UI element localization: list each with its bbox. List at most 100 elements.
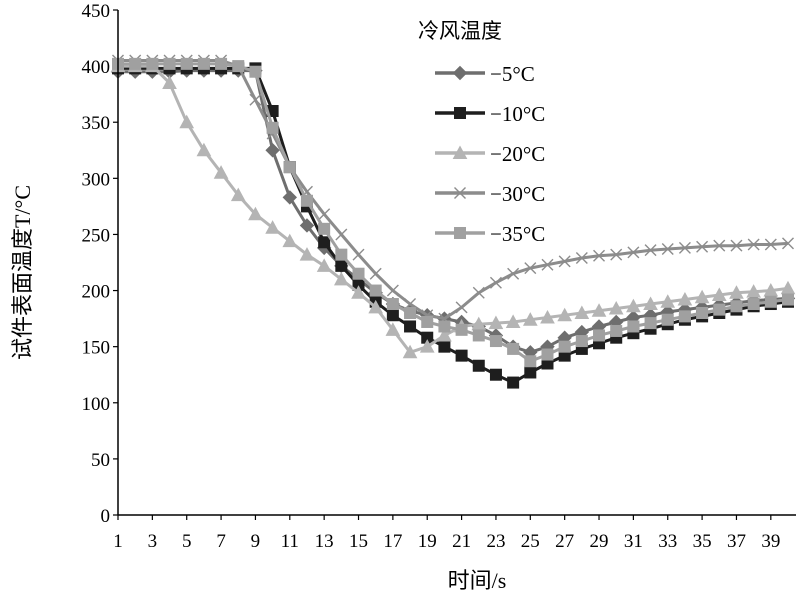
x-tick-label: 9 <box>251 531 261 552</box>
data-point <box>215 57 228 70</box>
x-tick-label: 27 <box>555 531 574 552</box>
data-point <box>368 299 384 314</box>
x-tick-label: 33 <box>658 531 677 552</box>
data-point <box>489 335 502 348</box>
data-point <box>644 244 657 257</box>
x-tick-label: 35 <box>693 531 712 552</box>
data-point <box>386 298 399 311</box>
data-point <box>627 320 640 333</box>
data-point <box>249 65 262 78</box>
y-tick-label: 100 <box>82 394 111 415</box>
data-point <box>660 294 676 308</box>
data-point <box>232 60 245 73</box>
data-point <box>419 339 435 353</box>
data-point <box>507 267 520 280</box>
data-point <box>454 227 466 239</box>
legend-label: −5°C <box>490 62 535 86</box>
data-point <box>452 65 468 81</box>
data-point <box>438 340 451 353</box>
legend-item: −30°C <box>435 182 545 206</box>
legend-item: −10°C <box>435 102 545 126</box>
data-point <box>282 233 298 248</box>
x-tick-label: 5 <box>182 531 192 552</box>
data-point <box>335 248 348 261</box>
data-point <box>455 301 468 314</box>
legend-item: −35°C <box>435 222 545 246</box>
data-point <box>558 340 571 353</box>
data-point <box>318 222 331 235</box>
y-tick-label: 150 <box>82 338 111 359</box>
data-point <box>162 75 177 89</box>
data-point <box>627 246 640 259</box>
data-point <box>335 228 348 241</box>
series-layer <box>110 54 796 389</box>
data-point <box>524 366 537 379</box>
data-point <box>386 284 399 297</box>
data-point <box>507 342 520 355</box>
series-line <box>118 62 789 363</box>
data-point <box>610 248 623 261</box>
series-line <box>118 69 789 354</box>
x-tick-label: 11 <box>281 531 299 552</box>
data-point <box>472 286 485 299</box>
data-point <box>610 324 623 337</box>
data-point <box>299 247 315 261</box>
data-point <box>404 307 417 319</box>
data-point <box>575 252 588 265</box>
data-point <box>505 314 521 328</box>
data-point <box>694 289 710 304</box>
x-tick-label: 25 <box>521 531 540 552</box>
series-line <box>118 64 789 354</box>
data-point <box>472 329 485 342</box>
data-point <box>522 312 538 326</box>
data-point <box>541 258 554 271</box>
y-tick-label: 0 <box>101 506 111 527</box>
data-point <box>730 300 743 313</box>
data-point <box>524 262 537 275</box>
data-point <box>575 335 588 348</box>
data-point <box>472 359 485 372</box>
data-point <box>318 208 331 221</box>
x-tick-label: 29 <box>590 531 609 552</box>
y-axis-title: 试件表面温度T/°C <box>10 185 35 360</box>
x-tick-label: 19 <box>418 531 437 552</box>
data-point <box>300 194 313 207</box>
data-point <box>489 276 502 289</box>
data-point <box>644 317 657 330</box>
legend-label: −35°C <box>490 222 545 246</box>
data-point <box>678 310 691 323</box>
data-point <box>488 315 504 330</box>
data-point <box>163 57 176 70</box>
data-point <box>746 284 761 298</box>
data-point <box>591 303 607 317</box>
data-point <box>696 307 709 319</box>
data-point <box>402 344 418 359</box>
data-point <box>386 309 399 322</box>
data-point <box>369 284 382 297</box>
data-point <box>335 259 348 272</box>
x-tick-label: 21 <box>452 531 471 552</box>
x-tick-label: 31 <box>624 531 643 552</box>
legend-title: 冷风温度 <box>418 19 502 43</box>
data-point <box>213 165 229 179</box>
data-point <box>404 320 417 333</box>
data-point <box>146 57 159 70</box>
y-tick-label: 200 <box>82 282 111 303</box>
data-point <box>524 355 537 368</box>
data-point <box>541 348 554 361</box>
data-point <box>593 329 606 342</box>
data-point <box>265 143 280 158</box>
x-tick-label: 13 <box>315 531 334 552</box>
series-line <box>118 59 789 321</box>
data-point <box>489 368 502 381</box>
data-point <box>249 93 262 106</box>
data-point <box>677 291 693 306</box>
x-tick-label: 7 <box>216 531 226 552</box>
x-tick-label: 17 <box>383 531 402 552</box>
data-point <box>196 142 212 157</box>
x-axis-title: 时间/s <box>448 568 507 593</box>
data-point <box>266 121 279 134</box>
data-point <box>643 296 658 311</box>
data-point <box>557 307 573 322</box>
